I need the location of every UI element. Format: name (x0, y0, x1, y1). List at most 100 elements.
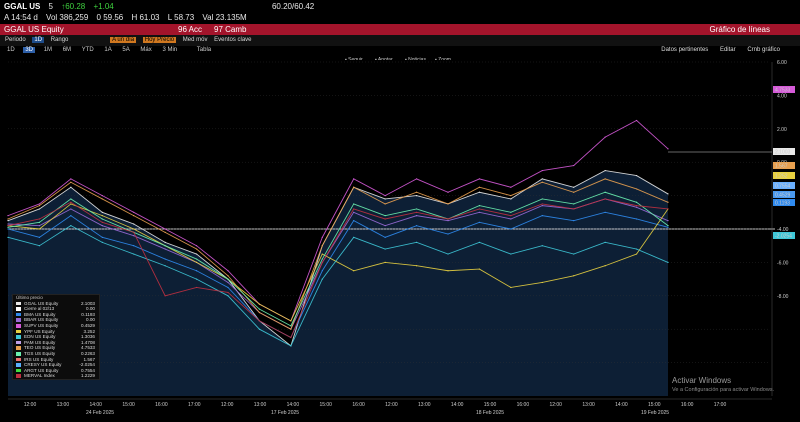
option-moving-avg[interactable]: Med móv (182, 37, 208, 43)
legend-item[interactable]: IRS US Equity 1.567 (13, 357, 99, 363)
option-key-events[interactable]: Eventos clave (214, 37, 252, 43)
value-tag-bg-6 (773, 199, 795, 206)
series-5-point-2 (70, 225, 72, 227)
actions-menu[interactable]: 96 Acc (178, 25, 203, 34)
series-line-6 (7, 178, 669, 330)
series-line-4 (7, 203, 669, 322)
series-6-point-18 (573, 191, 575, 193)
legend-name: PAM US Equity (24, 339, 56, 345)
legend-value: 3.252 (83, 328, 96, 334)
create-chart-button[interactable]: Crnb gráfico (747, 47, 780, 53)
period-1d[interactable]: 1D (7, 47, 15, 53)
period-3min[interactable]: 3 Min (162, 47, 178, 53)
period-6m[interactable]: 6M (62, 47, 72, 53)
legend-item[interactable]: YPF US Equity 3.252 (13, 329, 99, 335)
series-4-point-3 (101, 215, 103, 217)
series-5-point-1 (38, 245, 41, 247)
period-max[interactable]: Máx (140, 47, 152, 53)
series-7-point-3 (101, 218, 103, 220)
edit-button[interactable]: Editar (719, 47, 736, 53)
legend-value: 2.1003 (80, 300, 95, 306)
related-data-button[interactable]: Datos pertinentes (661, 47, 709, 53)
open-price: 0 59.56 (96, 13, 124, 22)
period-table[interactable]: Tabla (196, 47, 212, 53)
series-8-point-7 (227, 291, 229, 294)
series-4-point-15 (478, 268, 481, 270)
legend-name: MERVAL Index (24, 373, 55, 379)
option-period-value[interactable]: 1D (32, 37, 45, 43)
ticker[interactable]: GGAL US (4, 2, 41, 11)
legend-item[interactable]: GGAL US Equity 2.1003 (13, 301, 99, 307)
legend-item[interactable]: TGS US Equity 0.2263 (13, 351, 99, 357)
series-3-point-10 (321, 236, 323, 238)
series-2-point-16 (510, 218, 512, 220)
series-2-point-20 (635, 206, 638, 208)
legend-swatch (16, 368, 21, 373)
legend-item[interactable]: BBAR US Equity 0.00 (13, 317, 99, 323)
series-5-point-20 (635, 248, 638, 250)
period-1a[interactable]: 1A (104, 47, 112, 53)
option-one-day[interactable]: A un día (110, 37, 137, 43)
change-menu[interactable]: 97 Camb (214, 25, 247, 34)
period-3d[interactable]: 3D (23, 47, 36, 53)
legend-item[interactable]: PAM US Equity 1.4708 (13, 340, 99, 346)
legend-name: BBAR US Equity (24, 317, 59, 323)
option-period[interactable]: Periodo (5, 37, 26, 43)
security-title[interactable]: GGAL US Equity (4, 25, 64, 34)
series-2-point-4 (133, 235, 135, 237)
series-5-point-0 (7, 236, 9, 238)
series-4-point-11 (353, 270, 355, 272)
series-3-point-4 (133, 211, 135, 213)
legend-item[interactable]: MERVAL Index 1.2229 (13, 373, 99, 379)
legend-name: ARGT US Equity (24, 367, 59, 373)
legend-item[interactable]: Cierre al 02/13 0.00 (13, 306, 99, 312)
legend-item[interactable]: TEO US Equity 4.7533 (13, 345, 99, 351)
x-tick-label-5: 17:00 (188, 402, 201, 408)
period-ytd[interactable]: YTD (81, 47, 94, 53)
x-tick-label-0: 12:00 (24, 402, 37, 408)
legend-name: SUPV US Equity (24, 322, 59, 328)
series-7-point-12 (384, 215, 386, 217)
series-0-point-6 (195, 253, 198, 255)
series-4-point-19 (604, 265, 606, 267)
legend-item[interactable]: EDN US Equity 1.3036 (13, 334, 99, 340)
legend-swatch (16, 323, 21, 328)
series-1-point-10 (321, 270, 323, 272)
legend-item[interactable]: CRESY US Equity -2.0254 (13, 362, 99, 368)
legend-value: 0.00 (86, 306, 95, 312)
x-tick-label-1: 13:00 (57, 402, 70, 408)
series-3-point-0 (7, 215, 9, 217)
legend-name: EDN US Equity (24, 334, 56, 340)
series-4-point-2 (70, 203, 72, 205)
legend-swatch (16, 335, 21, 339)
last-price: ↑60.28 (61, 2, 86, 11)
series-6-point-21 (667, 201, 669, 203)
series-8-point-12 (384, 218, 386, 220)
period-5a[interactable]: 5A (122, 47, 130, 53)
legend-item[interactable]: BMA US Equity 0.1193 (13, 312, 99, 318)
series-5-point-3 (101, 241, 103, 243)
series-3-point-16 (510, 186, 512, 188)
option-today-price[interactable]: Hoy Precio (142, 37, 177, 43)
series-2-point-21 (667, 220, 669, 222)
legend-item[interactable]: ARGT US Equity 0.7554 (13, 368, 99, 374)
option-range[interactable]: Rango (50, 37, 69, 43)
legend-item[interactable]: SUPV US Equity 0.4529 (13, 323, 99, 329)
series-5-point-17 (541, 245, 543, 247)
series-8-point-13 (415, 211, 418, 213)
series-8-point-0 (7, 225, 9, 227)
legend-name: GGAL US Equity (24, 300, 59, 306)
quote-time: A 14:54 d (4, 13, 38, 22)
legend-name: YPF US Equity (24, 328, 55, 334)
x-tick-label-17: 13:00 (582, 402, 595, 408)
value-tag-7: -2.0254 (775, 234, 792, 240)
period-1m[interactable]: 1M (43, 47, 53, 53)
series-7-point-16 (510, 211, 512, 213)
series-4-point-1 (38, 228, 41, 230)
series-1-point-11 (353, 220, 355, 222)
x-tick-label-10: 16:00 (352, 402, 365, 408)
series-6-point-10 (321, 245, 323, 247)
legend-swatch (16, 346, 21, 350)
series-0-point-1 (38, 208, 41, 210)
